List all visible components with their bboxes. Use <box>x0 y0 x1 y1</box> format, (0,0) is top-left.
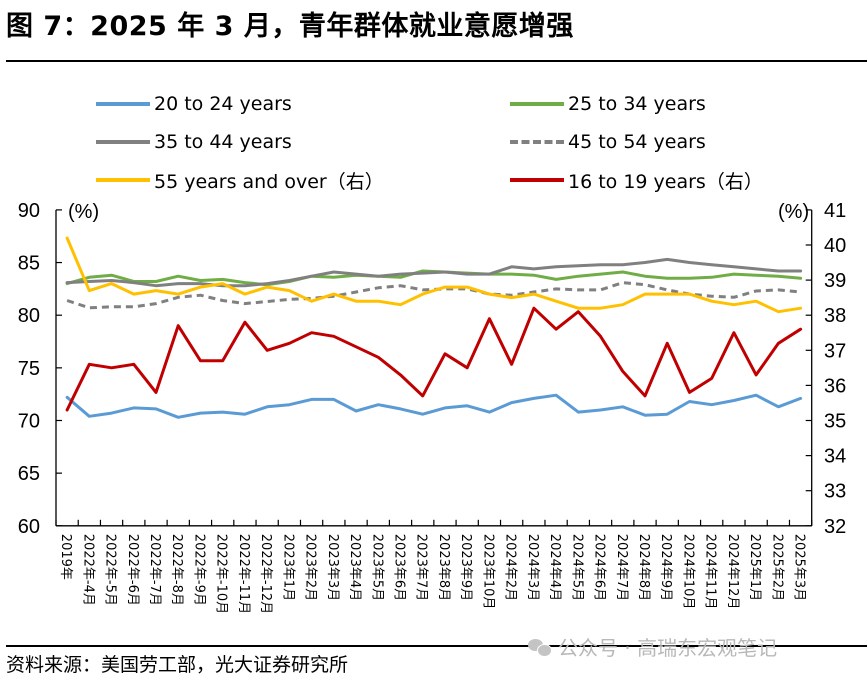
figure-title: 图 7：2025 年 3 月，青年群体就业意愿增强 <box>6 11 574 42</box>
legend-label: 20 to 24 years <box>154 93 292 115</box>
x-tick-label: 2023年3月 <box>325 534 340 601</box>
x-tick-label: 2022年-5月 <box>103 534 118 606</box>
x-tick-label: 2024年11月 <box>703 534 718 610</box>
series-line-16-to-19-years右 <box>65 306 803 412</box>
right-tick-label: 36 <box>824 375 846 397</box>
right-tick-label: 34 <box>824 446 846 468</box>
chart-legend: 20 to 24 years 25 to 34 years 35 to 44 y… <box>0 88 867 198</box>
x-tick-label: 2025年3月 <box>792 534 807 601</box>
x-tick-label: 2024年10月 <box>680 534 695 610</box>
x-tick-label: 2024年4月 <box>547 534 562 601</box>
left-tick-label: 75 <box>18 358 40 380</box>
right-tick-label: 38 <box>824 305 846 327</box>
legend-label: 45 to 54 years <box>568 131 706 153</box>
right-tick-label: 33 <box>824 481 846 503</box>
x-tick-label: 2024年6月 <box>592 534 607 601</box>
x-tick-label: 2025年1月 <box>747 534 762 601</box>
legend-label: 16 to 19 years（右） <box>568 170 763 193</box>
watermark: 公众号 · 高瑞东宏观笔记 <box>528 632 777 661</box>
title-divider <box>6 60 867 62</box>
right-axis-unit-label: (%) <box>778 201 809 223</box>
legend-item-20-24: 20 to 24 years <box>96 89 292 119</box>
x-tick-label: 2023年1月 <box>280 534 295 601</box>
legend-label: 25 to 34 years <box>568 93 706 115</box>
x-tick-label: 2022年-6月 <box>125 534 140 606</box>
left-tick-label: 60 <box>18 516 40 538</box>
x-tick-label: 2023年10月 <box>480 534 495 610</box>
series-line-20-to-24-years <box>65 393 803 419</box>
x-tick-label: 2023年8月 <box>436 534 451 601</box>
source-note: 资料来源：美国劳工部，光大证券研究所 <box>6 654 349 676</box>
legend-item-45-54: 45 to 54 years <box>510 127 706 157</box>
left-tick-label: 65 <box>18 463 40 485</box>
x-tick-label: 2025年2月 <box>769 534 784 601</box>
legend-item-16-19: 16 to 19 years（右） <box>510 165 763 195</box>
x-tick-label: 2022年-9月 <box>191 534 206 606</box>
x-tick-label: 2023年7月 <box>414 534 429 601</box>
x-tick-label: 2022年-11月 <box>236 534 251 614</box>
right-tick-label: 37 <box>824 340 846 362</box>
series-line-35-to-44-years <box>65 257 803 288</box>
legend-item-55-over: 55 years and over（右） <box>96 165 384 195</box>
right-tick-label: 35 <box>824 411 846 433</box>
legend-swatch <box>96 102 150 106</box>
x-tick-label: 2023年2月 <box>303 534 318 601</box>
left-tick-label: 70 <box>18 411 40 433</box>
series-line-45-to-54-years <box>66 281 801 310</box>
x-tick-label: 2022年-12月 <box>258 534 273 614</box>
wechat-icon <box>528 637 552 657</box>
legend-swatch <box>510 178 564 182</box>
left-tick-label: 80 <box>18 305 40 327</box>
x-tick-label: 2022年-10月 <box>214 534 229 614</box>
x-tick-label: 2022年-7月 <box>147 534 162 606</box>
left-axis-unit-label: (%) <box>68 201 99 223</box>
right-tick-label: 40 <box>824 235 846 257</box>
x-tick-label: 2023年9月 <box>458 534 473 601</box>
legend-swatch <box>96 140 150 144</box>
legend-label: 35 to 44 years <box>154 131 292 153</box>
x-tick-label: 2024年5月 <box>569 534 584 601</box>
right-tick-label: 32 <box>824 516 846 538</box>
x-tick-label: 2024年9月 <box>658 534 673 601</box>
x-tick-label: 2023年4月 <box>347 534 362 601</box>
legend-swatch <box>96 178 150 182</box>
legend-label: 55 years and over（右） <box>154 170 384 193</box>
legend-item-35-44: 35 to 44 years <box>96 127 292 157</box>
footer-divider <box>6 645 867 647</box>
x-tick-label: 2023年5月 <box>369 534 384 601</box>
x-tick-label: 2024年2月 <box>503 534 518 601</box>
x-tick-label: 2024年12月 <box>725 534 740 610</box>
x-tick-label: 2024年3月 <box>525 534 540 601</box>
series-line-55-years-and-over右 <box>65 236 803 314</box>
x-tick-label: 2023年6月 <box>392 534 407 601</box>
legend-item-25-34: 25 to 34 years <box>510 89 706 119</box>
legend-swatch <box>510 102 564 106</box>
x-tick-label: 2019年 <box>58 534 73 580</box>
legend-swatch <box>510 140 564 144</box>
watermark-text: 公众号 · 高瑞东宏观笔记 <box>558 636 778 660</box>
left-tick-label: 85 <box>18 253 40 275</box>
left-tick-label: 90 <box>18 200 40 222</box>
x-tick-label: 2022年-4月 <box>80 534 95 606</box>
x-tick-label: 2024年8月 <box>636 534 651 601</box>
right-tick-label: 39 <box>824 270 846 292</box>
x-tick-label: 2022年-8月 <box>169 534 184 606</box>
x-tick-label: 2024年7月 <box>614 534 629 601</box>
right-tick-label: 41 <box>824 200 846 222</box>
